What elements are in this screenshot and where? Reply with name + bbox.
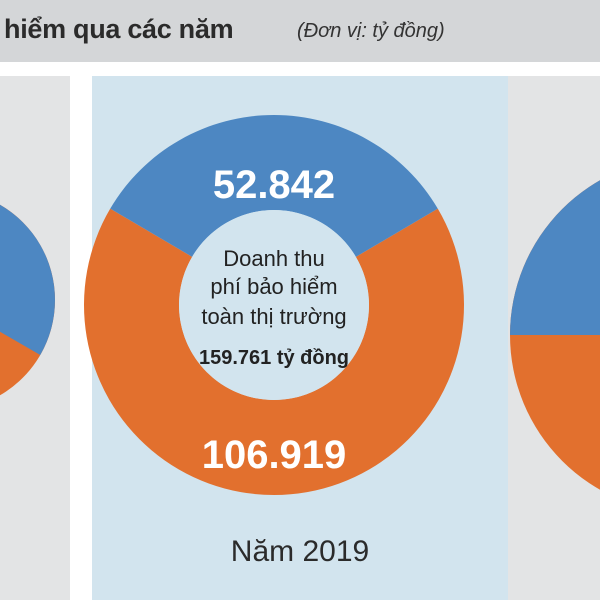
- year-label: Năm 2019: [230, 535, 370, 568]
- center-text-line: toàn thị trường: [201, 304, 346, 329]
- center-text-line: phí bảo hiểm: [210, 274, 337, 299]
- donut-slice-orange: [84, 208, 465, 495]
- header-band: [0, 0, 600, 62]
- left-donut-blue-arc: [0, 204, 55, 355]
- slice-label-blue: 52.842: [213, 163, 335, 207]
- center-text-line: Doanh thu: [223, 246, 325, 271]
- slice-label-orange: 106.919: [202, 433, 347, 477]
- donut-slice-blue: [110, 115, 438, 257]
- donut-center: [179, 210, 369, 400]
- chart-title: hiểm qua các năm: [4, 14, 234, 44]
- unit-label: (Đơn vị: tỷ đồng): [297, 20, 445, 42]
- center-text-line: 159.761 tỷ đồng: [199, 347, 349, 369]
- right-donut-blue-arc: [510, 180, 600, 335]
